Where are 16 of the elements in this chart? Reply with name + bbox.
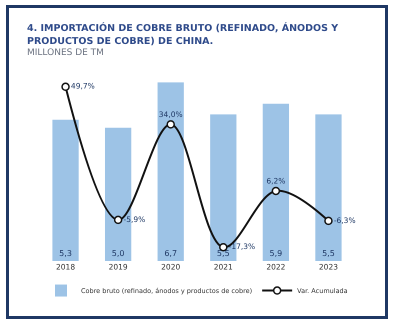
chart-title: 4. IMPORTACIÓN DE COBRE BRUTO (REFINADO, ÁNODOS Y PRODUCTOS DE COBRE) DE CHINA. xyxy=(27,22,340,48)
point xyxy=(114,216,122,224)
bar xyxy=(262,104,290,261)
point xyxy=(61,82,70,92)
data-label: 5,9 xyxy=(270,249,282,258)
bar xyxy=(52,120,79,261)
data-label: 5,5 xyxy=(322,249,335,258)
point xyxy=(272,186,280,196)
data-label: 5,0 xyxy=(112,249,124,258)
data-label: 6,7 xyxy=(164,249,178,258)
point xyxy=(324,216,333,226)
point xyxy=(166,120,175,129)
bar xyxy=(158,82,184,261)
data-label: 5,3 xyxy=(59,249,72,258)
data-label: 5,5 xyxy=(216,249,230,258)
chart-subtitle: MILLONES DE TM xyxy=(27,48,105,59)
